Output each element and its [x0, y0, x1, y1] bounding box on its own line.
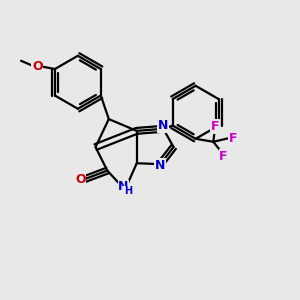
Text: F: F: [219, 150, 228, 163]
Text: N: N: [155, 159, 166, 172]
Text: F: F: [211, 120, 219, 133]
Text: H: H: [124, 186, 132, 196]
Text: N: N: [158, 119, 168, 132]
Text: N: N: [118, 180, 129, 193]
Text: O: O: [32, 60, 43, 73]
Text: F: F: [229, 132, 237, 145]
Text: O: O: [75, 173, 86, 186]
